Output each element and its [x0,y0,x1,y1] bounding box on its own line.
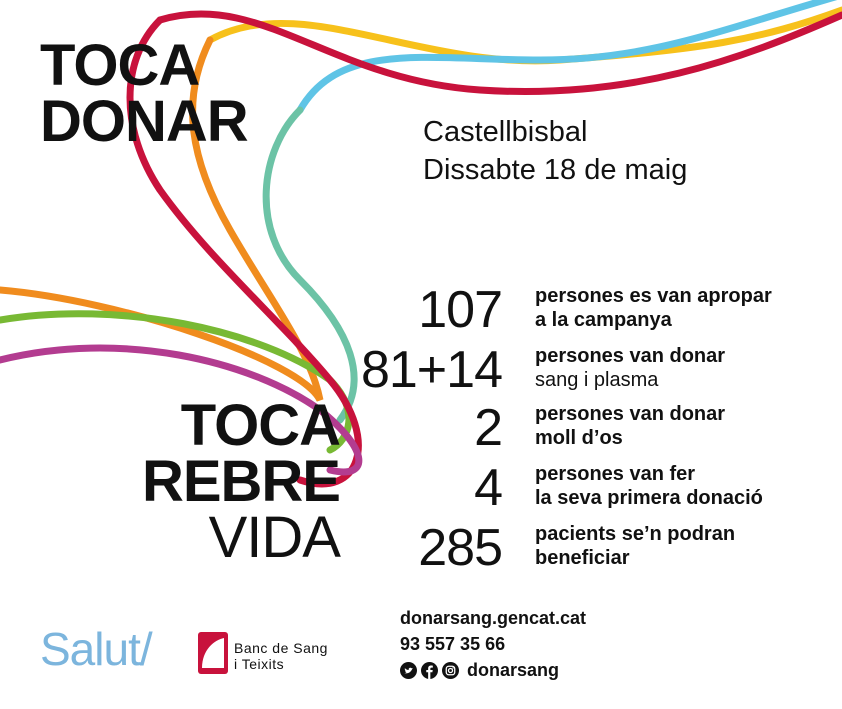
stat-label: persones es van apropar a la campanya [535,284,772,332]
stat-label: persones van donar sang i plasma [535,344,725,392]
stat-number: 285 [418,519,503,577]
stat-number: 2 [474,399,503,457]
ribbon-red-top [156,10,842,96]
headline-top-line1: TOCA [40,33,200,98]
stat-label-line2: la seva primera donació [535,487,763,509]
bank-name-line1: Banc de Sang [234,640,328,656]
ribbon-magenta [0,344,363,476]
banc-de-sang-logo-icon [198,632,228,674]
stat-label-line1: persones van donar [535,403,726,425]
stat-label-line2: beneficiar [535,547,630,569]
stat-label-line2: a la campanya [535,309,672,331]
contact-website[interactable]: donarsang.gencat.cat [400,608,587,628]
stat-label: pacients se’n podran beneficiar [535,522,735,570]
stat-label-line1: persones van donar [535,345,726,367]
stat-row: 107 persones es van apropar a la campany… [380,282,830,342]
bank-name-line2: i Teixits [234,656,285,672]
stat-label-line1: persones van fer [535,463,696,485]
stat-number: 107 [418,281,503,339]
ribbon-green [0,310,353,454]
stat-row: 285 pacients se’n podran beneficiar [380,520,830,580]
stat-label-line2: moll d’os [535,427,623,449]
ribbon-teal [262,106,358,424]
salut-logo: Salut/ [40,623,153,675]
stat-label: persones van donar moll d’os [535,402,725,450]
headline-bottom-line2: REBRE [141,449,341,514]
headline-top-line2: DONAR [40,89,249,154]
contact-phone[interactable]: 93 557 35 66 [400,634,506,654]
stat-label: persones van fer la seva primera donació [535,462,763,510]
stat-row: 4 persones van fer la seva primera donac… [380,460,830,520]
stat-number: 4 [474,459,503,517]
stat-label-line1: persones es van apropar [535,285,772,307]
headline-toca-donar: TOCA DONAR [40,33,249,154]
headline-toca-rebre-vida: TOCA REBRE VIDA [141,393,341,570]
stat-number: 81+14 [360,341,503,399]
stat-row: 2 persones van donar moll d’os [380,400,830,460]
ribbon-blue [296,0,838,114]
contact-social: donarsang [400,660,559,681]
twitter-icon[interactable] [400,662,417,679]
headline-bottom-line1: TOCA [180,393,341,458]
contact-social-handle[interactable]: donarsang [467,660,560,680]
facebook-icon[interactable] [421,662,438,679]
banc-de-sang-name: Banc de Sang i Teixits [234,640,328,672]
stat-label-line1: pacients se’n podran [535,523,736,545]
stat-row: 81+14 persones van donar sang i plasma [361,342,830,402]
event-date: Dissabte 18 de maig [423,154,688,186]
instagram-icon[interactable] [442,662,459,679]
stat-label-line2: sang i plasma [535,369,659,391]
event-place: Castellbisbal [423,116,588,148]
headline-bottom-line3: VIDA [208,505,341,570]
